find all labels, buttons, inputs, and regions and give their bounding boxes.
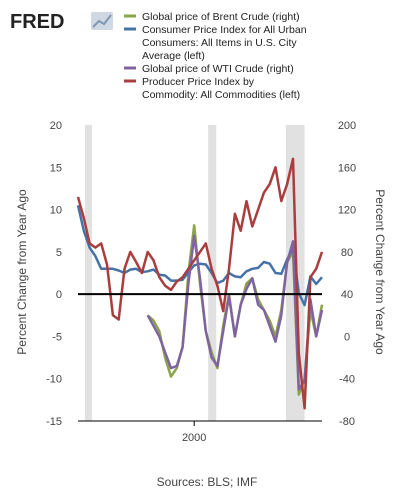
source-note: Sources: BLS; IMF [157, 475, 258, 489]
right-tick-label: 160 [338, 162, 356, 174]
right-tick-label: 200 [338, 120, 356, 132]
right-tick-label: 120 [338, 205, 356, 217]
fred-logo[interactable]: FRED [10, 11, 113, 33]
left-tick-label: 0 [56, 289, 62, 301]
x-tick-label: 2000 [182, 432, 206, 444]
legend-label: Global price of Brent Crude (right) [142, 11, 300, 23]
legend-label: Consumers: All Items in U.S. City [142, 37, 297, 49]
legend-label: Commodity: All Commodities (left) [142, 89, 300, 101]
right-tick-label: -40 [339, 374, 355, 386]
legend-label: Consumer Price Index for All Urban [142, 24, 307, 36]
left-tick-label: -5 [52, 331, 62, 343]
right-axis-title: Percent Change from Year Ago [373, 189, 387, 355]
right-tick-label: 0 [344, 331, 350, 343]
legend-label: Average (left) [142, 50, 205, 62]
left-tick-label: -10 [46, 374, 62, 386]
x-axis-ticks: 2000 [182, 421, 206, 444]
legend-label: Global price of WTI Crude (right) [142, 63, 294, 75]
left-axis-ticks: -15 -10 -5 0 5 10 15 20 [46, 120, 62, 428]
left-tick-label: 20 [50, 120, 62, 132]
right-tick-label: -80 [339, 416, 355, 428]
recession-shading [84, 125, 305, 421]
plot-area [76, 125, 324, 422]
left-tick-label: 5 [56, 247, 62, 259]
chart-legend: Global price of Brent Crude (right)Consu… [124, 11, 307, 101]
recession-band [84, 125, 92, 421]
fred-line-chart-icon [91, 12, 113, 30]
series-lines [76, 157, 324, 410]
series-line [76, 205, 323, 307]
right-axis-ticks: -80 -40 0 40 80 120 160 200 [338, 120, 356, 428]
series-line [146, 234, 324, 391]
fred-logo-text: FRED [10, 11, 64, 33]
right-tick-label: 40 [341, 289, 353, 301]
left-tick-label: -15 [46, 416, 62, 428]
series-line [76, 157, 324, 410]
legend-label: Producer Price Index by [142, 76, 255, 88]
right-tick-label: 80 [341, 247, 353, 259]
left-tick-label: 10 [50, 205, 62, 217]
left-tick-label: 15 [50, 162, 62, 174]
left-axis-title: Percent Change from Year Ago [15, 189, 29, 355]
